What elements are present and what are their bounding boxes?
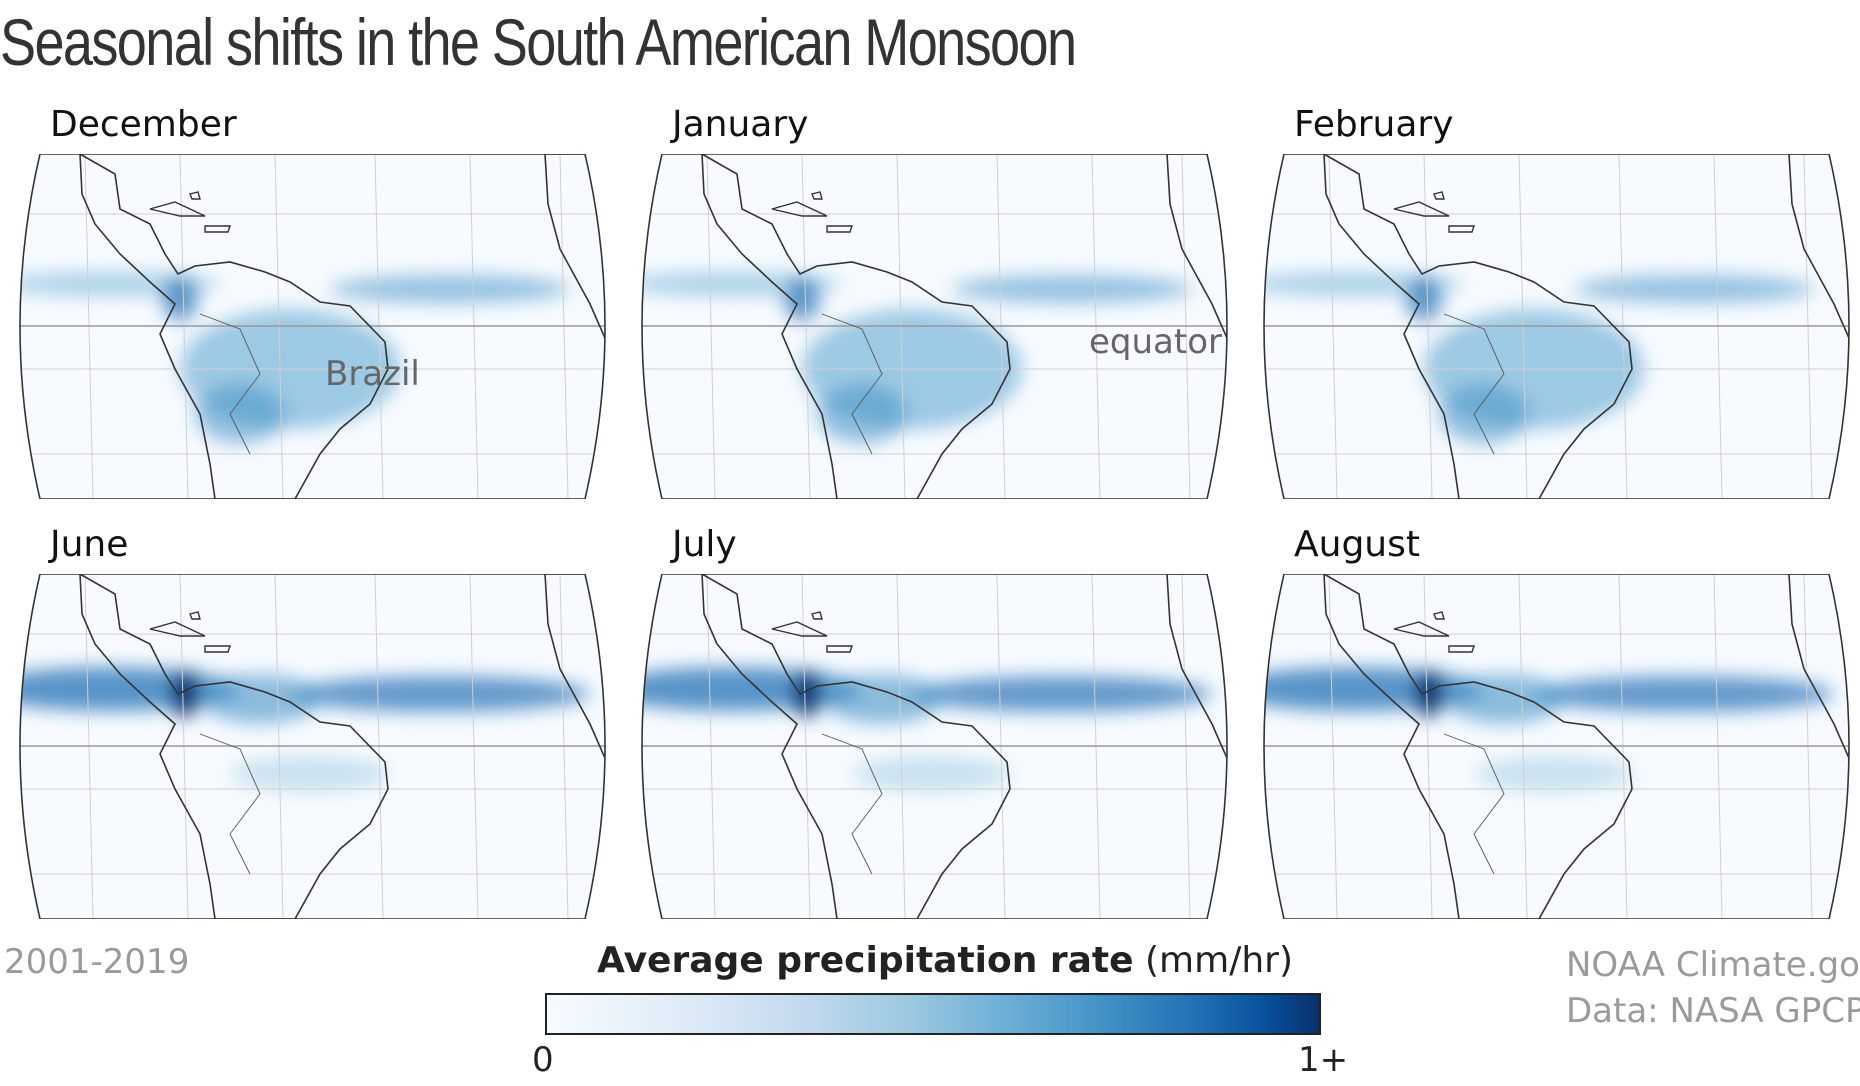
source-label: Data: NASA GPCP — [1566, 991, 1860, 1031]
country-label-brazil: Brazil — [325, 354, 420, 394]
precipitation-map — [1263, 574, 1850, 919]
panel-month-label: January — [672, 104, 809, 145]
credits: NOAA Climate.gov Data: NASA GPCP — [1566, 942, 1860, 1034]
panel-month-label: June — [50, 524, 129, 565]
panel-month-label: August — [1294, 524, 1420, 565]
legend-title-main: Average precipitation rate — [596, 940, 1134, 981]
legend-color-bar — [545, 993, 1321, 1035]
precipitation-map — [1263, 154, 1850, 499]
panel-month-label: February — [1294, 104, 1454, 145]
legend-title: Average precipitation rate (mm/hr) — [545, 940, 1345, 981]
legend-title-units: (mm/hr) — [1145, 940, 1293, 981]
legend-max-label: 1+ — [1298, 1040, 1349, 1080]
map-panel-february: February — [1244, 104, 1860, 499]
legend-min-label: 0 — [532, 1040, 554, 1080]
precipitation-map — [641, 154, 1228, 499]
panel-month-label: July — [672, 524, 737, 565]
precipitation-map — [641, 574, 1228, 919]
map-panel-december: December Brazil — [0, 104, 625, 499]
period-label: 2001-2019 — [4, 942, 190, 982]
panel-month-label: December — [50, 104, 237, 145]
precipitation-map — [19, 154, 606, 499]
map-panel-august: August — [1244, 524, 1860, 919]
credit-label: NOAA Climate.gov — [1566, 945, 1860, 985]
precipitation-map — [19, 574, 606, 919]
map-panel-june: June — [0, 524, 625, 919]
page-title: Seasonal shifts in the South American Mo… — [0, 5, 1077, 79]
equator-label: equator — [1089, 322, 1222, 362]
map-panel-january: January equator — [622, 104, 1247, 499]
map-panel-july: July — [622, 524, 1247, 919]
